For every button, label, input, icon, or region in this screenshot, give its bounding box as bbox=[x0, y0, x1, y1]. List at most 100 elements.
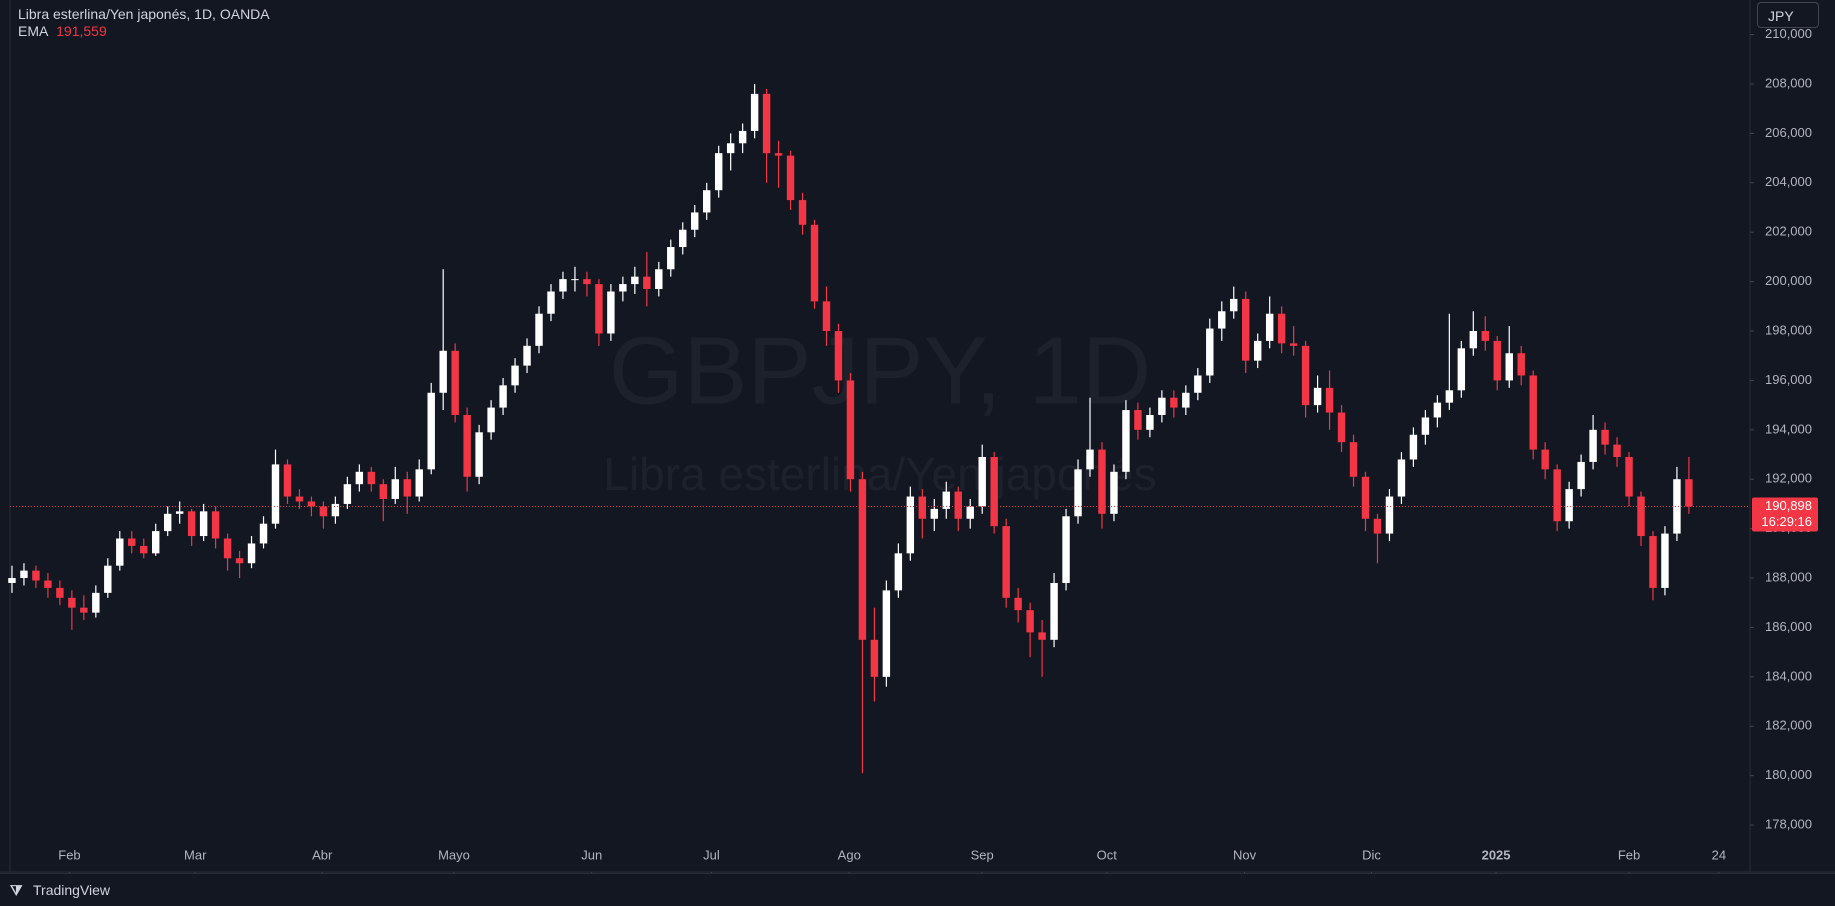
y-tick-label: 188,000 bbox=[1765, 569, 1812, 584]
candle-body bbox=[187, 511, 196, 537]
candle-body bbox=[822, 301, 831, 332]
candle-body bbox=[92, 592, 100, 613]
candle-body bbox=[116, 538, 124, 566]
candles bbox=[8, 83, 1693, 774]
candle-body bbox=[319, 506, 328, 517]
y-tick-label: 178,000 bbox=[1765, 817, 1812, 832]
candle-body bbox=[1206, 328, 1214, 376]
logo-mark: ⧩ bbox=[10, 882, 23, 898]
indicator-row: EMA 191,559 bbox=[18, 23, 107, 39]
candle-body bbox=[1637, 496, 1645, 537]
y-tick-label: 194,000 bbox=[1765, 421, 1812, 436]
candle-body bbox=[595, 284, 603, 334]
candle-body bbox=[1122, 410, 1130, 472]
candle-body bbox=[1577, 461, 1585, 490]
candle-body bbox=[331, 503, 340, 517]
candle-body bbox=[1565, 489, 1573, 522]
x-tick-label: Mar bbox=[184, 847, 207, 862]
candle-body bbox=[295, 496, 304, 502]
candle-body bbox=[1601, 429, 1609, 445]
candle-body bbox=[870, 639, 879, 677]
candle-body bbox=[499, 385, 507, 408]
watermark-symbol: GBPJPY, 1D bbox=[609, 317, 1151, 424]
x-tick-label: 24 bbox=[1712, 847, 1726, 862]
candle-body bbox=[583, 279, 591, 285]
candle-body bbox=[283, 464, 292, 497]
candle-body bbox=[1589, 429, 1597, 462]
candle-body bbox=[1445, 390, 1454, 403]
x-tick-label: Dic bbox=[1362, 847, 1381, 862]
currency-button[interactable]: JPY bbox=[1757, 2, 1819, 28]
y-tick-label: 182,000 bbox=[1765, 718, 1812, 733]
y-tick-label: 196,000 bbox=[1765, 372, 1812, 387]
candle-body bbox=[894, 553, 903, 591]
x-tick-label: Sep bbox=[971, 847, 994, 862]
candle-body bbox=[427, 392, 435, 470]
candle-body bbox=[511, 365, 519, 386]
candle-body bbox=[930, 508, 939, 519]
candle-body bbox=[978, 456, 986, 507]
indicator-value: 191,559 bbox=[56, 23, 107, 39]
candle-body bbox=[1325, 387, 1334, 413]
candle-body bbox=[774, 153, 783, 156]
candle-body bbox=[343, 484, 352, 504]
y-tick-label: 206,000 bbox=[1765, 125, 1812, 140]
candle-body bbox=[1553, 469, 1561, 522]
candle-body bbox=[367, 471, 376, 485]
candle-body bbox=[679, 229, 687, 248]
candle-body bbox=[307, 501, 316, 507]
candle-body bbox=[762, 93, 771, 154]
candle-body bbox=[223, 538, 232, 559]
candle-body bbox=[1625, 456, 1633, 497]
candle-body bbox=[810, 224, 819, 302]
candle-body bbox=[1170, 397, 1178, 408]
candle-body bbox=[8, 578, 16, 583]
candle-body bbox=[726, 143, 735, 154]
candle-body bbox=[1050, 582, 1058, 640]
candle-body bbox=[128, 538, 136, 546]
candle-body bbox=[798, 200, 807, 225]
candle-body bbox=[487, 407, 495, 433]
candle-body bbox=[451, 350, 459, 416]
candle-body bbox=[559, 279, 567, 292]
x-tick-label: Ago bbox=[838, 847, 861, 862]
candle-body bbox=[1385, 496, 1394, 534]
candle-body bbox=[1289, 343, 1298, 346]
candle-body bbox=[1685, 479, 1693, 507]
candle-body bbox=[1349, 442, 1358, 477]
candle-body bbox=[547, 291, 555, 314]
candle-body bbox=[631, 276, 639, 285]
y-tick-label: 180,000 bbox=[1765, 767, 1812, 782]
candle-body bbox=[714, 153, 723, 191]
candle-body bbox=[619, 284, 627, 292]
candle-body bbox=[1134, 410, 1142, 430]
indicator-name: EMA bbox=[18, 23, 49, 39]
x-tick-label: Mayo bbox=[438, 847, 470, 862]
x-tick-label: Jul bbox=[703, 847, 720, 862]
candle-body bbox=[415, 469, 423, 497]
x-tick-label: Oct bbox=[1097, 847, 1118, 862]
candle-body bbox=[199, 511, 208, 537]
candle-body bbox=[403, 479, 411, 497]
candle-body bbox=[1409, 434, 1418, 460]
candle-body bbox=[1098, 449, 1106, 514]
candle-body bbox=[175, 511, 184, 514]
candle-body bbox=[702, 190, 711, 213]
y-tick-label: 200,000 bbox=[1765, 273, 1812, 288]
candle-body bbox=[1433, 402, 1442, 418]
candle-body bbox=[1277, 313, 1286, 344]
candle-body bbox=[247, 543, 256, 564]
candle-body bbox=[1014, 597, 1022, 611]
y-tick-label: 186,000 bbox=[1765, 619, 1812, 634]
candle-body bbox=[1146, 415, 1154, 430]
candle-body bbox=[990, 456, 998, 527]
x-tick-label: Feb bbox=[1618, 847, 1640, 862]
y-tick-label: 210,000 bbox=[1765, 26, 1812, 41]
candle-body bbox=[1373, 518, 1382, 534]
candle-body bbox=[834, 331, 843, 381]
candle-body bbox=[211, 511, 220, 539]
candle-body bbox=[858, 479, 867, 640]
candle-body bbox=[1469, 331, 1478, 349]
y-tick-label: 202,000 bbox=[1765, 224, 1812, 239]
